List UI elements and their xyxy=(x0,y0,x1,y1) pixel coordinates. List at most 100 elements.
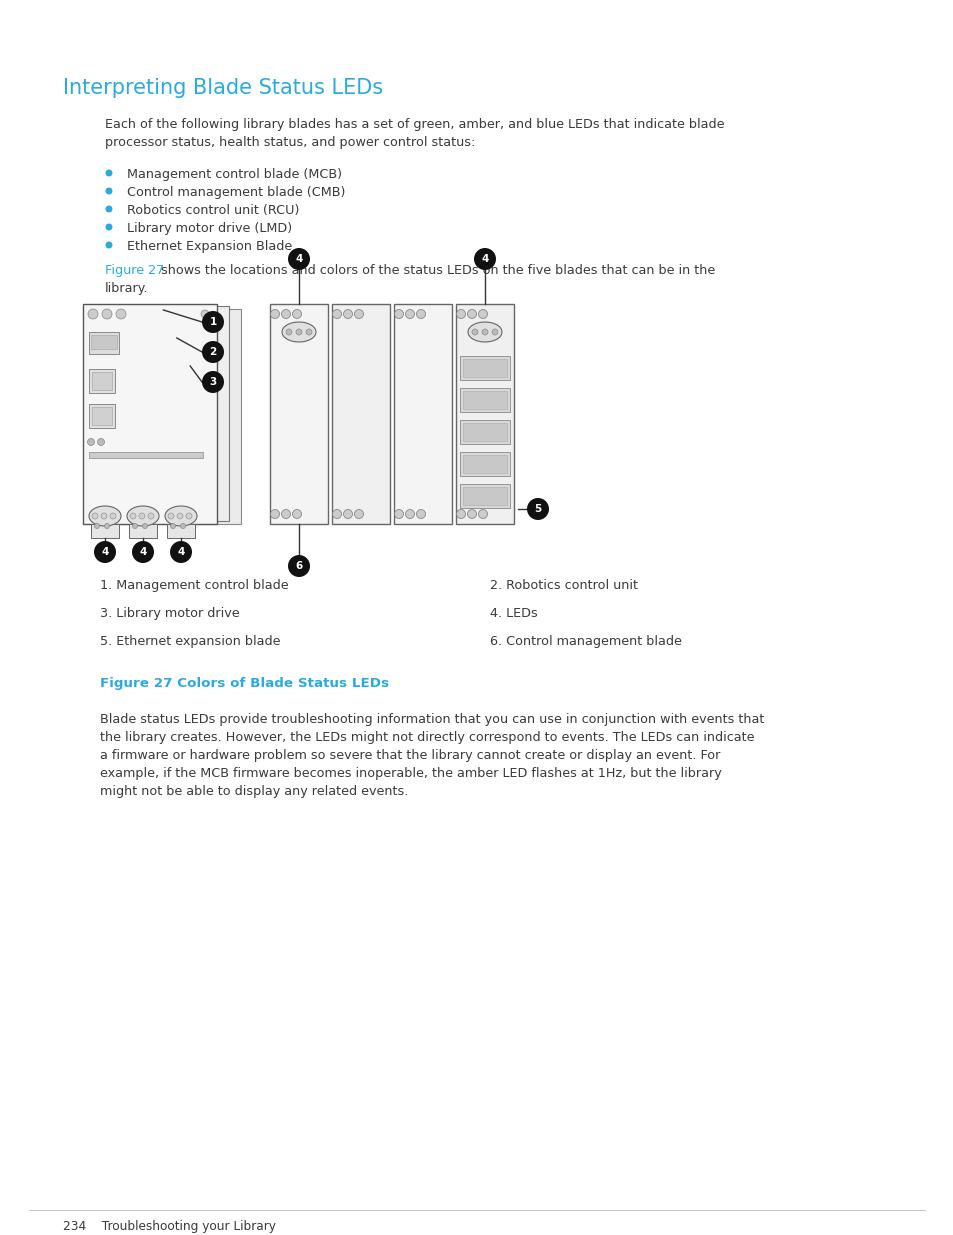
Text: Figure 27 Colors of Blade Status LEDs: Figure 27 Colors of Blade Status LEDs xyxy=(100,677,389,690)
Text: the library creates. However, the LEDs might not directly correspond to events. : the library creates. However, the LEDs m… xyxy=(100,731,754,743)
Text: 1: 1 xyxy=(209,317,216,327)
Bar xyxy=(167,524,194,538)
Bar xyxy=(91,408,112,425)
Circle shape xyxy=(395,510,403,519)
Bar xyxy=(91,524,119,538)
Circle shape xyxy=(186,513,192,519)
Text: 3: 3 xyxy=(209,377,216,387)
Bar xyxy=(89,332,119,354)
Bar xyxy=(129,524,157,538)
Circle shape xyxy=(395,310,403,319)
Circle shape xyxy=(416,510,425,519)
Circle shape xyxy=(106,169,112,177)
Text: 4: 4 xyxy=(101,547,109,557)
Circle shape xyxy=(106,205,112,212)
Text: 3. Library motor drive: 3. Library motor drive xyxy=(100,606,239,620)
Circle shape xyxy=(293,510,301,519)
Circle shape xyxy=(456,310,465,319)
Circle shape xyxy=(110,513,116,519)
Text: 1. Management control blade: 1. Management control blade xyxy=(100,579,289,592)
Text: might not be able to display any related events.: might not be able to display any related… xyxy=(100,785,408,798)
Circle shape xyxy=(478,310,487,319)
Circle shape xyxy=(288,248,310,270)
Bar xyxy=(462,391,506,409)
Circle shape xyxy=(170,541,192,563)
Text: Interpreting Blade Status LEDs: Interpreting Blade Status LEDs xyxy=(63,78,383,98)
Text: processor status, health status, and power control status:: processor status, health status, and pow… xyxy=(105,136,475,149)
Text: Management control blade (MCB): Management control blade (MCB) xyxy=(127,168,341,182)
Text: Each of the following library blades has a set of green, amber, and blue LEDs th: Each of the following library blades has… xyxy=(105,119,723,131)
Circle shape xyxy=(481,329,488,335)
Circle shape xyxy=(286,329,292,335)
Circle shape xyxy=(101,513,107,519)
Text: example, if the MCB firmware becomes inoperable, the amber LED flashes at 1Hz, b: example, if the MCB firmware becomes ino… xyxy=(100,767,721,781)
Circle shape xyxy=(472,329,477,335)
Text: Control management blade (CMB): Control management blade (CMB) xyxy=(127,186,345,199)
Bar xyxy=(89,404,115,429)
Circle shape xyxy=(271,310,279,319)
Ellipse shape xyxy=(89,506,121,526)
Circle shape xyxy=(105,524,110,529)
Circle shape xyxy=(142,524,148,529)
Circle shape xyxy=(106,188,112,194)
Text: Ethernet Expansion Blade: Ethernet Expansion Blade xyxy=(127,240,292,253)
Bar xyxy=(459,420,510,445)
Circle shape xyxy=(148,513,153,519)
Circle shape xyxy=(288,555,310,577)
Circle shape xyxy=(333,510,341,519)
Circle shape xyxy=(467,510,476,519)
Circle shape xyxy=(281,510,291,519)
Circle shape xyxy=(456,510,465,519)
Bar xyxy=(456,304,514,524)
Circle shape xyxy=(180,524,185,529)
Text: Robotics control unit (RCU): Robotics control unit (RCU) xyxy=(127,204,299,217)
Text: 5: 5 xyxy=(534,504,541,514)
Text: 4. LEDs: 4. LEDs xyxy=(490,606,537,620)
Bar xyxy=(459,484,510,508)
Circle shape xyxy=(405,310,414,319)
Circle shape xyxy=(132,541,153,563)
Bar xyxy=(89,452,203,458)
Bar xyxy=(394,304,452,524)
Circle shape xyxy=(102,309,112,319)
Text: 4: 4 xyxy=(139,547,147,557)
Text: 6. Control management blade: 6. Control management blade xyxy=(490,635,681,648)
Circle shape xyxy=(306,329,312,335)
Circle shape xyxy=(106,224,112,231)
Circle shape xyxy=(94,541,116,563)
Circle shape xyxy=(467,310,476,319)
Circle shape xyxy=(94,524,99,529)
Circle shape xyxy=(355,510,363,519)
Ellipse shape xyxy=(468,322,501,342)
Ellipse shape xyxy=(282,322,315,342)
Bar xyxy=(270,304,328,524)
Circle shape xyxy=(343,310,352,319)
Circle shape xyxy=(343,510,352,519)
Text: 5. Ethernet expansion blade: 5. Ethernet expansion blade xyxy=(100,635,280,648)
Circle shape xyxy=(88,438,94,446)
Bar xyxy=(459,452,510,475)
Circle shape xyxy=(177,513,183,519)
Text: 2. Robotics control unit: 2. Robotics control unit xyxy=(490,579,638,592)
Circle shape xyxy=(492,329,497,335)
Circle shape xyxy=(106,242,112,248)
Circle shape xyxy=(202,370,224,393)
Bar xyxy=(462,424,506,441)
Circle shape xyxy=(474,248,496,270)
Circle shape xyxy=(416,310,425,319)
Bar xyxy=(91,335,117,350)
Text: Figure 27: Figure 27 xyxy=(105,264,164,277)
Ellipse shape xyxy=(165,506,196,526)
Circle shape xyxy=(91,513,98,519)
Text: 4: 4 xyxy=(177,547,185,557)
Circle shape xyxy=(478,510,487,519)
Bar xyxy=(83,304,216,524)
Circle shape xyxy=(168,513,173,519)
Circle shape xyxy=(281,310,291,319)
Circle shape xyxy=(97,438,105,446)
Circle shape xyxy=(333,310,341,319)
Bar xyxy=(459,388,510,412)
Bar xyxy=(89,369,115,393)
Circle shape xyxy=(355,310,363,319)
Bar xyxy=(459,356,510,380)
